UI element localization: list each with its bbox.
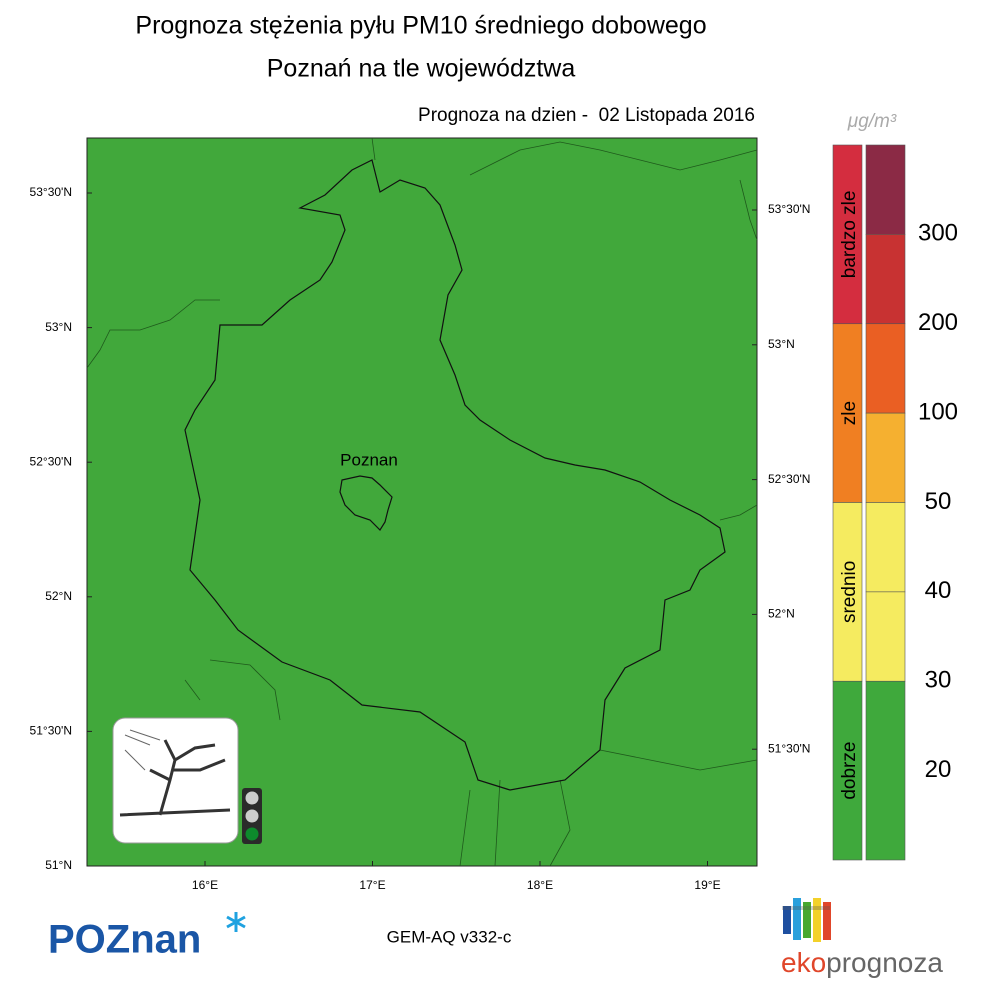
- level-label: 300: [918, 220, 958, 247]
- borders: [86, 137, 758, 867]
- scale-band: [865, 502, 906, 593]
- lat-label-right: 52°N: [768, 607, 795, 621]
- lat-label-left: 51°30'N: [30, 724, 72, 738]
- logo-right: ekoprognoza: [781, 947, 943, 978]
- lat-label-left: 52°30'N: [30, 454, 72, 468]
- level-label: 100: [918, 398, 958, 425]
- traffic-light: [242, 788, 262, 844]
- city-label: Poznan: [340, 450, 398, 469]
- category-label: bardzo zle: [839, 191, 860, 279]
- level-label: 20: [925, 756, 952, 783]
- lon-label: 16°E: [192, 878, 218, 892]
- logo-prognoza: prognoza: [826, 947, 943, 978]
- title-line-2: Poznań na tle województwa: [267, 55, 576, 83]
- lat-label-left: 52°N: [45, 589, 72, 603]
- category-band: [832, 323, 863, 503]
- level-label: 40: [925, 577, 952, 604]
- lon-label: 17°E: [359, 878, 385, 892]
- unit-label: μg/m³: [847, 111, 897, 132]
- lon-label: 18°E: [527, 878, 553, 892]
- lat-label-right: 53°N: [768, 337, 795, 351]
- scale-band: [865, 412, 906, 503]
- category-band: [832, 680, 863, 861]
- category-label: dobrze: [839, 742, 860, 800]
- level-label: 200: [918, 309, 958, 336]
- model-label: GEM-AQ v332-c: [387, 927, 512, 946]
- lat-label-left: 53°N: [45, 320, 72, 334]
- lat-label-right: 53°30'N: [768, 202, 810, 216]
- ekoprognoza-logo: ekoprognoza: [781, 898, 943, 978]
- level-label: 30: [925, 667, 952, 694]
- poznan-logo: POZnan: [48, 912, 246, 962]
- voivodeship-border: [184, 159, 726, 791]
- category-label: srednio: [839, 561, 860, 623]
- title-line-1: Prognoza stężenia pyłu PM10 średniego do…: [135, 12, 706, 40]
- level-label: 50: [925, 488, 952, 515]
- scale-band: [865, 323, 906, 414]
- logo-eko: eko: [781, 947, 826, 978]
- lat-label-right: 52°30'N: [768, 472, 810, 486]
- lat-label-right: 51°30'N: [768, 741, 810, 755]
- lat-label-left: 53°30'N: [30, 185, 72, 199]
- category-label: zle: [839, 401, 860, 425]
- forecast-date: Prognoza na dzien - 02 Listopada 2016: [418, 105, 755, 126]
- scale-band: [865, 591, 906, 682]
- lon-label: 19°E: [694, 878, 720, 892]
- scale-band: [865, 234, 906, 325]
- map: Poznan: [86, 137, 758, 867]
- logo-left: POZnan: [48, 918, 201, 962]
- tree-icon: [112, 717, 239, 844]
- lat-label-left: 51°N: [45, 858, 72, 872]
- scale-band: [865, 680, 906, 861]
- scale-band: [865, 144, 906, 235]
- city-border: [339, 475, 393, 531]
